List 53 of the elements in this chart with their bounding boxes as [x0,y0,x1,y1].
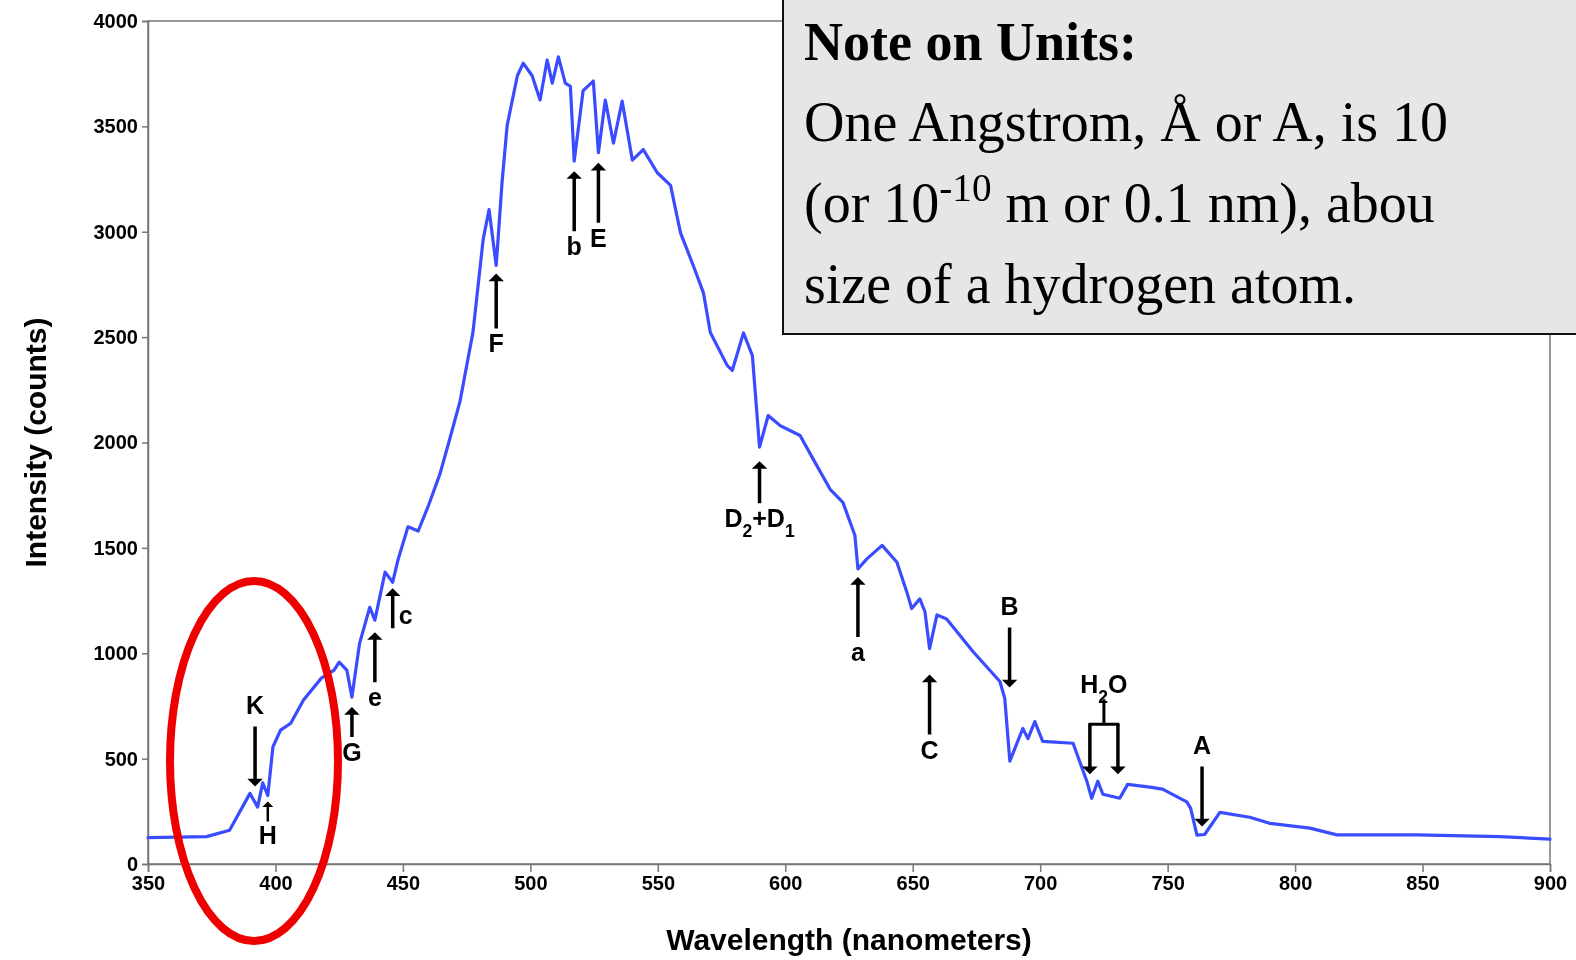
x-tick-label: 850 [1406,872,1440,895]
arrow-note: D$_{2}$+D$_{1}$ [724,461,795,542]
annotation: D$_{2}$+D$_{1}$ [724,504,795,542]
y-tick-label: 2500 [93,326,138,349]
annotation: e [367,683,382,712]
annotation: G [342,738,362,767]
x-tick-label: 550 [641,872,676,895]
x-tick-label: 400 [259,872,293,895]
annotation: a [850,637,866,666]
arrow-note: C [920,674,939,764]
x-tick-label: 700 [1023,872,1058,895]
y-tick-label: 1000 [93,642,138,665]
y-axis-title: Intensity (counts) [19,317,52,568]
annotation: A [1193,731,1212,760]
x-axis-title: Wavelength (nanometers) [666,923,1032,956]
y-tick-label: 500 [104,747,138,770]
x-tick-label: 450 [386,872,421,895]
arrow-note: E [590,162,607,252]
annotation: F [488,329,504,358]
annotation: c [398,601,413,630]
arrow-note: b [566,171,582,261]
x-tick-label: 500 [514,872,548,895]
arrow-note: A [1193,731,1212,827]
x-tick-label: 800 [1278,872,1313,895]
arrow-note: B [1000,592,1019,688]
annotation: (or 10$^{-10}$ m or 0.1 nm), abou [804,165,1435,235]
arrow-note: c [385,588,413,630]
y-tick-label: 3500 [93,115,138,138]
x-tick-label: 900 [1533,872,1568,895]
annotation: One Angstrom, Å or A, is 10 [804,91,1448,153]
x-tick-label: 650 [896,872,930,895]
annotation: C [920,735,939,764]
annotation: Note on Units: [804,12,1137,72]
annotation: size of a hydrogen atom. [804,253,1357,315]
y-tick-label: 4000 [93,9,138,32]
annotation: E [590,223,607,252]
y-tick-label: 1500 [93,536,138,559]
x-tick-label: 750 [1151,872,1185,895]
x-tick-label: 600 [769,872,803,895]
y-tick-label: 3000 [93,220,138,243]
x-tick-label: 350 [131,872,166,895]
annotation: B [1000,592,1019,621]
arrow-note: e [367,632,383,712]
arrow-note: G [342,707,362,767]
y-tick-label: 2000 [93,431,138,454]
arrow-note: H [258,801,277,849]
y-tick-label: 0 [126,852,138,875]
arrow-note: F [488,273,504,358]
annotation: H [258,820,277,849]
arrow-note: K [246,691,265,787]
annotation: b [566,232,582,261]
annotation: K [246,691,265,720]
arrow-note: a [850,576,866,666]
